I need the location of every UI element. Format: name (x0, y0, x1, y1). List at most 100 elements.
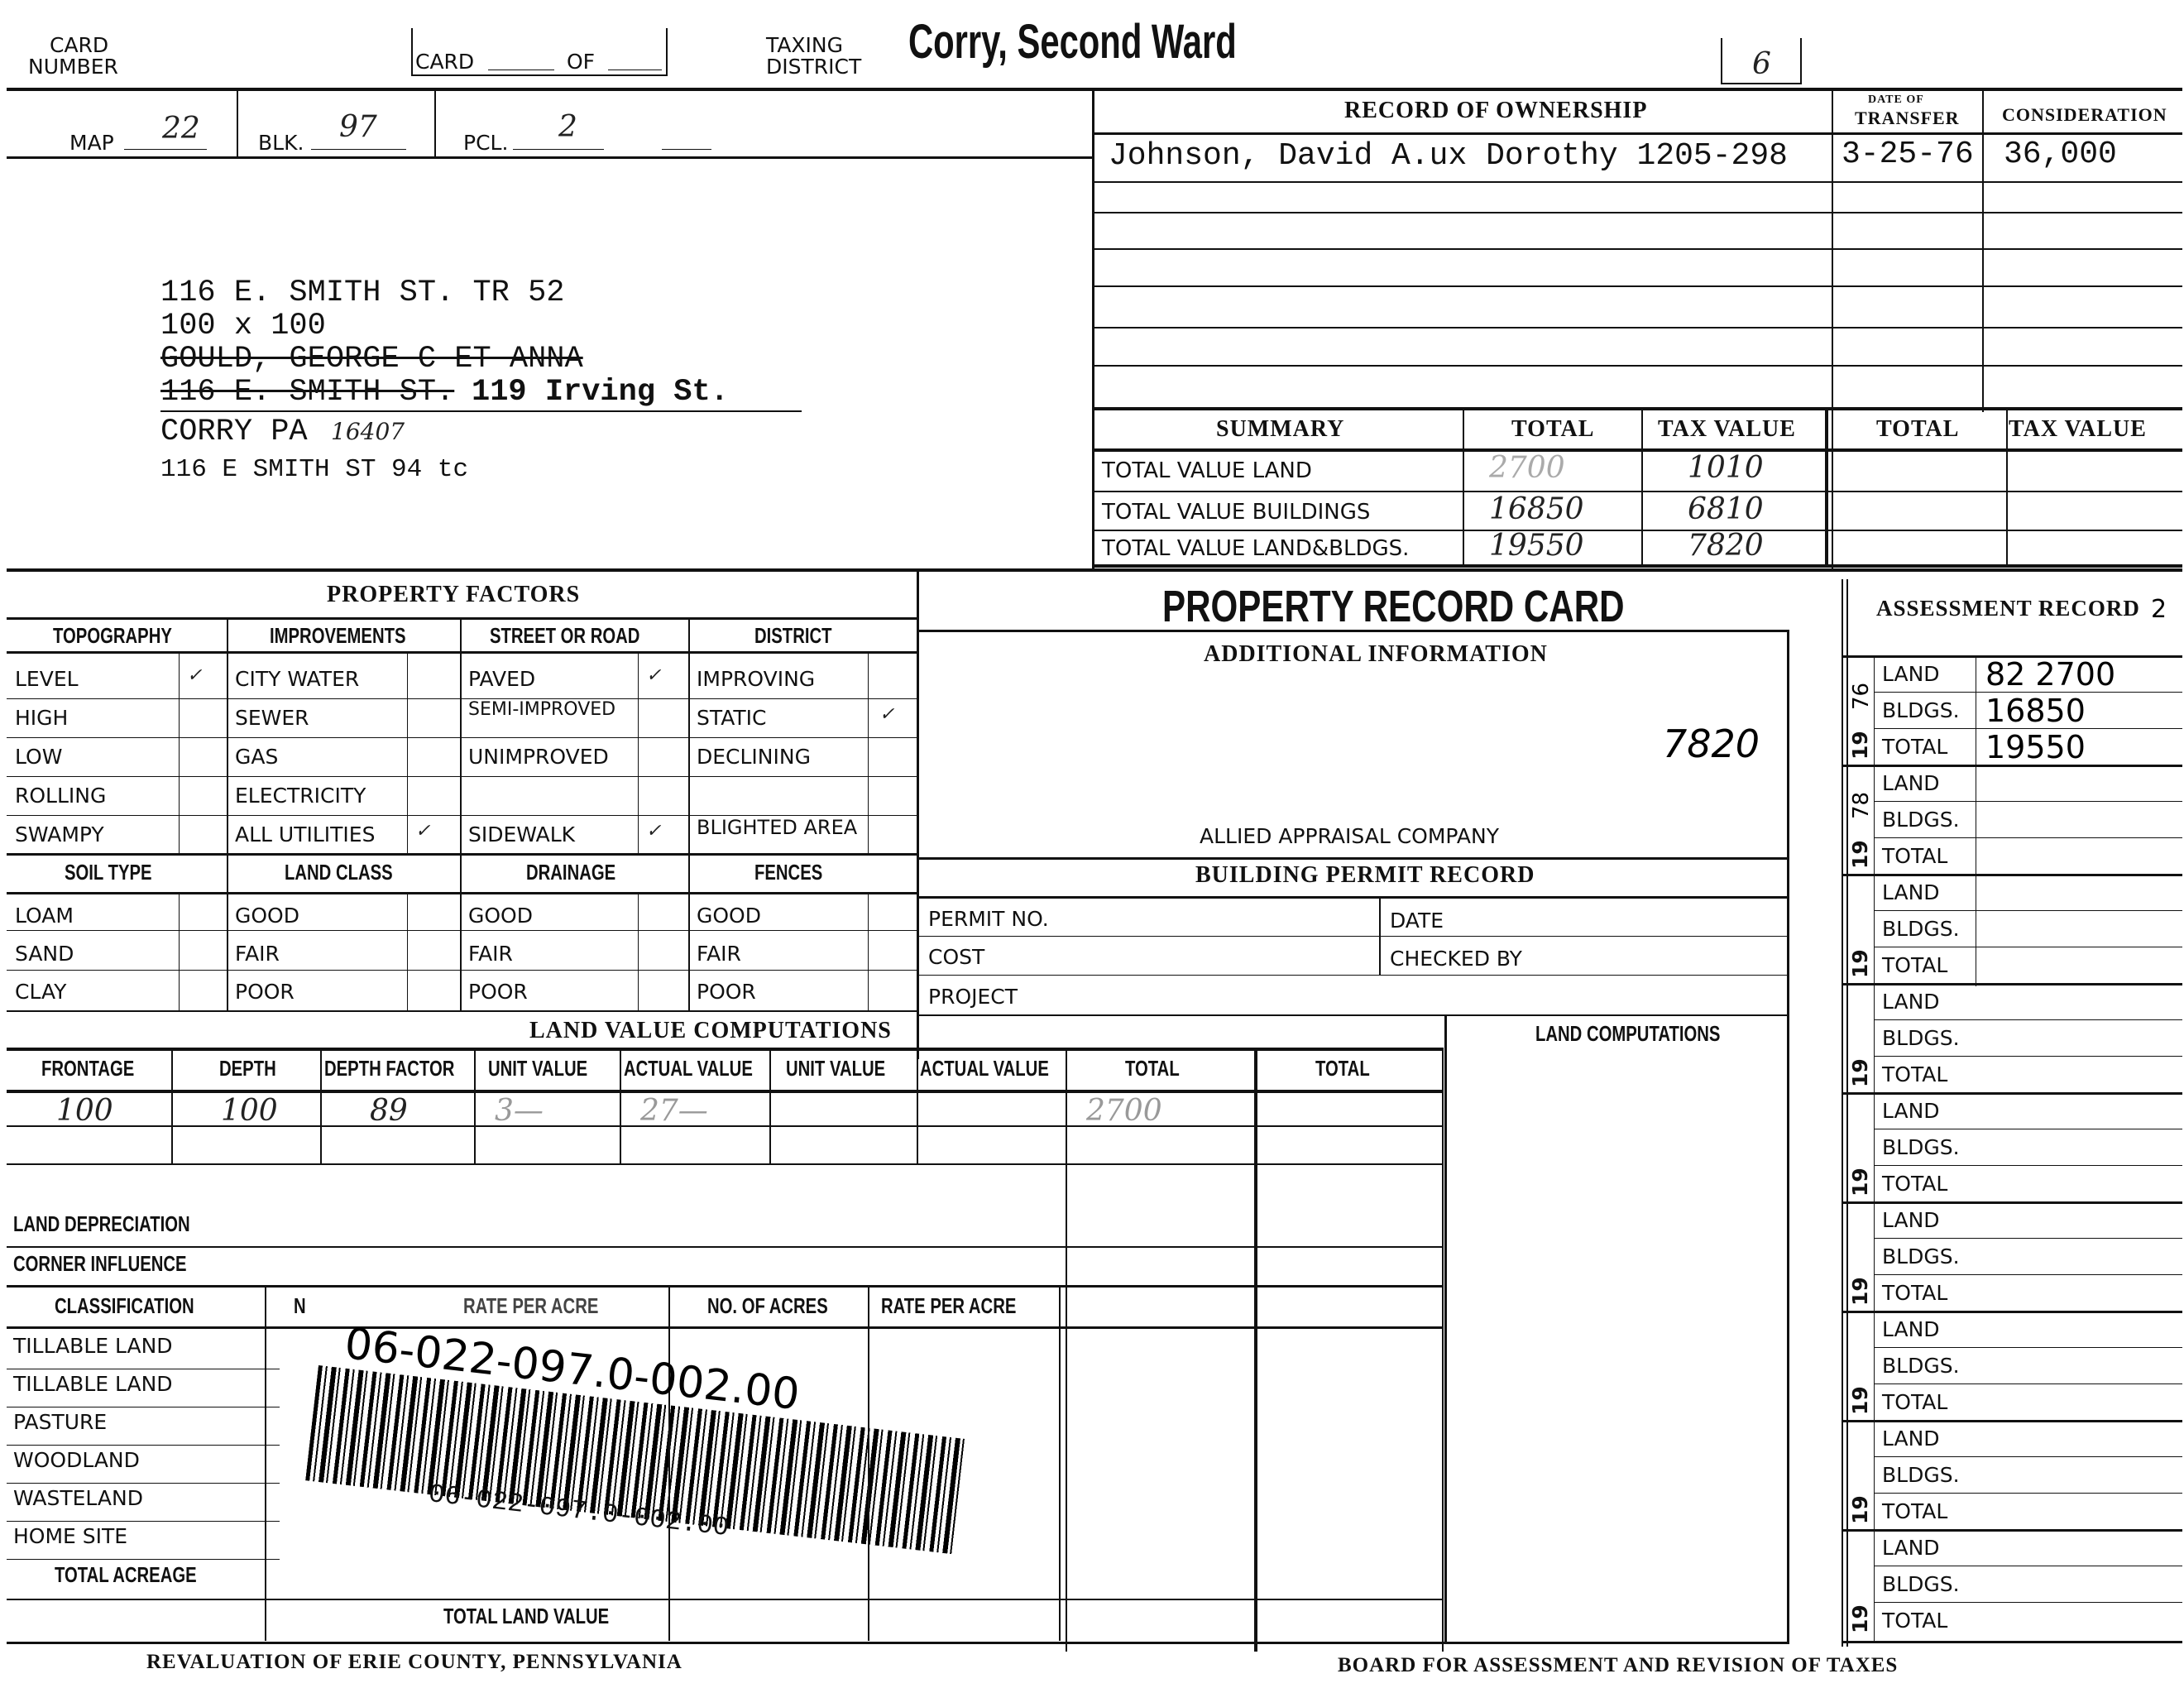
assessment-year-prefix: 19 (1848, 1168, 1872, 1196)
rule-line (1874, 837, 2182, 838)
rule-line (7, 1599, 1442, 1600)
assessment-year-prefix: 19 (1848, 1495, 1872, 1524)
summary-tax: 6810 (1688, 492, 1764, 526)
permit-cost-label: COST (928, 945, 985, 969)
address-zip: 16407 (331, 418, 405, 445)
factor-good: GOOD (468, 904, 533, 928)
rule-line (662, 149, 711, 150)
rule-line (1874, 1056, 2182, 1057)
rule-line (1842, 1529, 2182, 1532)
rule-line (1092, 448, 2182, 452)
rule-line (1874, 1165, 2182, 1166)
assessment-total-label: TOTAL (1882, 953, 1948, 977)
factor-unimproved: UNIMPROVED (468, 745, 609, 769)
rule-line (7, 892, 917, 894)
rule-line (917, 936, 1787, 937)
rule-line (7, 1163, 1442, 1165)
rule-line (1094, 365, 2182, 367)
land-value-title: LAND VALUE COMPUTATIONS (529, 1018, 892, 1043)
rule-line (1094, 181, 2182, 183)
factor-header: SOIL TYPE (65, 860, 152, 885)
factor-sewer: SEWER (235, 706, 309, 730)
map-label: MAP (69, 131, 114, 155)
assessment-bldgs-label: BLDGS. (1882, 1463, 1960, 1487)
owner-name: Johnson, David A.ux Dorothy 1205-298 (1109, 138, 1788, 174)
factor-level: LEVEL (15, 667, 79, 691)
land-value-header: TOTAL (1125, 1056, 1180, 1081)
factor-semi-improved: SEMI-IMPROVED (468, 699, 616, 720)
rule-line (666, 28, 668, 76)
rule-line (1641, 407, 1643, 566)
rule-line (1874, 1347, 2182, 1348)
rule-line (7, 970, 917, 971)
address-current: 116 E SMITH ST 94 tc (160, 455, 469, 484)
factor-poor: POOR (468, 980, 528, 1004)
factor-low: LOW (15, 745, 63, 769)
rule-line (124, 149, 207, 150)
rule-line (411, 28, 413, 76)
rule-line (411, 74, 668, 76)
rule-line (460, 776, 693, 777)
land-value-cell: 89 (370, 1094, 408, 1128)
factor-header: IMPROVEMENTS (270, 623, 406, 648)
rule-line (1094, 248, 2182, 250)
land-value-header: ACTUAL VALUE (624, 1056, 753, 1081)
additional-info-note: 7820 (1663, 722, 1760, 766)
rule-line (460, 617, 462, 1010)
pcl-value: 2 (558, 110, 577, 144)
rule-line (1842, 983, 2182, 985)
rule-line (1874, 1238, 2182, 1239)
rule-line (1832, 89, 1833, 569)
rule-line (7, 1559, 280, 1560)
rule-line (7, 617, 917, 620)
summary-header: SUMMARY (1216, 416, 1345, 442)
rule-line (688, 815, 917, 816)
assessment-land-label: LAND (1882, 1536, 1940, 1560)
assessment-total-label: TOTAL (1882, 844, 1948, 868)
rule-line (1092, 530, 2182, 531)
rule-line (227, 776, 460, 777)
rule-line (7, 156, 1092, 159)
rule-line (1874, 1602, 2182, 1603)
rule-line (227, 815, 460, 816)
rule-line (179, 651, 180, 853)
classification-header: N (294, 1293, 306, 1318)
blk-label: BLK. (258, 131, 304, 155)
rule-line (1463, 407, 1464, 566)
summary-header: TOTAL (1876, 416, 1960, 442)
rule-line (868, 892, 869, 1010)
factor-header: DRAINAGE (526, 860, 616, 885)
rule-line (1825, 407, 1828, 566)
rule-line (7, 1445, 280, 1446)
rule-line (179, 892, 180, 1010)
permit-checked-by-label: CHECKED BY (1390, 947, 1522, 971)
factor-sidewalk: SIDEWALK (468, 822, 576, 846)
rule-line (620, 1048, 621, 1163)
factor-good: GOOD (697, 904, 761, 928)
rule-line (917, 571, 919, 1059)
rule-line (917, 1048, 918, 1163)
factor-loam: LOAM (15, 904, 74, 928)
rule-line (1800, 38, 1802, 84)
rule-line (1874, 728, 2182, 729)
check-mark-icon[interactable]: ✓ (646, 665, 662, 686)
factor-good: GOOD (235, 904, 299, 928)
rule-line (917, 896, 1787, 899)
check-mark-icon[interactable]: ✓ (415, 821, 431, 842)
rule-line (7, 88, 2182, 91)
land-value-header: DEPTH (219, 1056, 276, 1081)
consideration: 36,000 (2004, 137, 2117, 172)
check-mark-icon[interactable]: ✓ (879, 704, 895, 725)
check-mark-icon[interactable]: ✓ (187, 665, 203, 686)
address-old-street: 116 E. SMITH ST. (160, 375, 455, 410)
transfer-date: 3-25-76 (1842, 137, 1974, 172)
corner-influence-label: CORNER INFLUENCE (13, 1251, 187, 1276)
pcl-label: PCL. (463, 131, 509, 155)
summary-header: TAX VALUE (2009, 416, 2147, 442)
rule-line (1874, 1383, 2182, 1384)
rule-line (1442, 1048, 1444, 1652)
rule-line (1842, 655, 2182, 658)
check-mark-icon[interactable]: ✓ (646, 821, 662, 842)
assessment-land-label: LAND (1882, 1099, 1940, 1123)
rule-line (1874, 692, 2182, 693)
